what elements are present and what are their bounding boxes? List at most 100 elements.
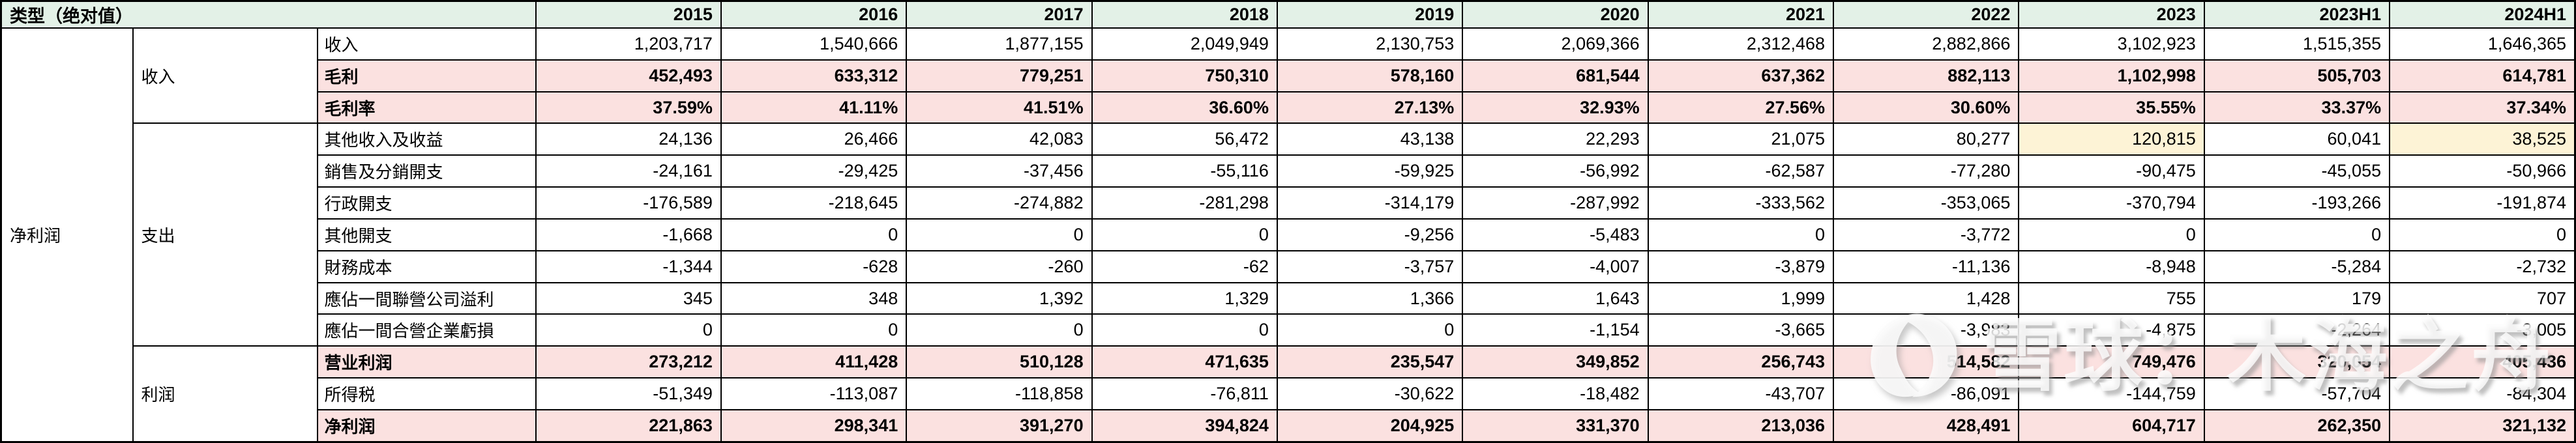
table-cell: 0 (2203, 218, 2391, 251)
table-cell: 614,781 (2389, 59, 2576, 93)
table-cell: 22,293 (1462, 122, 1649, 156)
table-cell: 349,852 (1462, 345, 1649, 379)
table-cell: 779,251 (906, 59, 1093, 93)
header-row: 类型（绝对值） 2015 2016 2017 2018 2019 2020 2021 2022… (0, 0, 2576, 29)
table-cell: -62,587 (1647, 154, 1835, 188)
table-cell: -3,983 (1833, 313, 2020, 347)
table-cell: 0 (2389, 218, 2576, 251)
table-cell: 33.37% (2203, 91, 2391, 124)
table-row: 財務成本 -1,344 -628 -260 -62 -3,757 -4,007 -3,879-… (1, 250, 2576, 283)
table-cell: 37.59% (535, 91, 722, 124)
table-cell: -144,759 (2018, 377, 2205, 410)
table-cell: 298,341 (720, 408, 908, 443)
column-header-2017: 2017 (906, 0, 1093, 29)
table-cell: -50,966 (2389, 154, 2576, 188)
table-cell: 428,491 (1833, 408, 2020, 443)
row-label: 其他開支 (316, 218, 537, 251)
table-cell: 235,547 (1276, 345, 1464, 379)
table-cell: -3,005 (2389, 313, 2576, 347)
table-cell: 1,329 (1091, 281, 1278, 315)
table-cell: 320,054 (2203, 345, 2391, 379)
column-header-2021: 2021 (1647, 0, 1835, 29)
table-cell: 633,312 (720, 59, 908, 93)
table-cell: -90,475 (2018, 154, 2205, 188)
table-cell: 394,824 (1091, 408, 1278, 443)
table-cell: 1,366 (1276, 281, 1464, 315)
table-cell: 0 (1091, 218, 1278, 251)
table-row: 應佔一間聯營公司溢利 345 348 1,392 1,329 1,366 1,643 1,99… (1, 281, 2576, 315)
table-cell: 2,882,866 (1833, 27, 2020, 61)
table-cell: 749,476 (2018, 345, 2205, 379)
row-label: 財務成本 (316, 250, 537, 283)
column-header-2023h1: 2023H1 (2203, 0, 2391, 29)
row-label: 毛利率 (316, 91, 537, 124)
row-label: 营业利润 (316, 345, 537, 379)
table-cell: 221,863 (535, 408, 722, 443)
table-cell: -9,256 (1276, 218, 1464, 251)
table-row: 銷售及分銷開支 -24,161 -29,425 -37,456 -55,116 -59,9… (1, 154, 2576, 188)
table-cell: 179 (2203, 281, 2391, 315)
table-cell: 514,582 (1833, 345, 2020, 379)
row-label: 銷售及分銷開支 (316, 154, 537, 188)
table-cell: 27.56% (1647, 91, 1835, 124)
table-cell: 21,075 (1647, 122, 1835, 156)
table-cell: 80,277 (1833, 122, 2020, 156)
table-cell: 42,083 (906, 122, 1093, 156)
table-cell: 0 (535, 313, 722, 347)
table-row: 應佔一間合營企業虧損 0 0 0 0 0 -1,154 -3,665 -3,983 -4,875-… (1, 313, 2576, 347)
table-cell: 2,312,468 (1647, 27, 1835, 61)
column-header-2019: 2019 (1276, 0, 1464, 29)
table-cell: -4,875 (2018, 313, 2205, 347)
column-header-2022: 2022 (1833, 0, 2020, 29)
table-cell: -55,116 (1091, 154, 1278, 188)
table-cell: 0 (1276, 313, 1464, 347)
table-cell: 1,392 (906, 281, 1093, 315)
table-row: 行政開支 -176,589 -218,645 -274,882 -281,298 -314… (1, 186, 2576, 220)
table-cell: 1,515,355 (2203, 27, 2391, 61)
table-cell: 0 (720, 218, 908, 251)
row-label: 行政開支 (316, 186, 537, 220)
row-group-label: 利润 (132, 345, 318, 443)
table-cell: -628 (720, 250, 908, 283)
table-row: 其他開支 -1,668 0 0 0 -9,256 -5,483 0 -3,772 0 0 0 (1, 218, 2576, 251)
table-cell: 348 (720, 281, 908, 315)
table-cell: 60,041 (2203, 122, 2391, 156)
table-cell: 411,428 (720, 345, 908, 379)
table-cell: 36.60% (1091, 91, 1278, 124)
row-label: 净利润 (316, 408, 537, 443)
table-cell: -5,284 (2203, 250, 2391, 283)
table-cell: 604,717 (2018, 408, 2205, 443)
table-cell: -11,136 (1833, 250, 2020, 283)
table-cell: -24,161 (535, 154, 722, 188)
table-cell: 35.55% (2018, 91, 2205, 124)
table-cell: -274,882 (906, 186, 1093, 220)
table-cell: 273,212 (535, 345, 722, 379)
table-cell: 321,132 (2389, 408, 2576, 443)
column-header-2024h1: 2024H1 (2389, 0, 2576, 29)
table-cell: 405,436 (2389, 345, 2576, 379)
table-cell: 0 (720, 313, 908, 347)
table-cell: 204,925 (1276, 408, 1464, 443)
table-cell: -281,298 (1091, 186, 1278, 220)
table-cell: 2,069,366 (1462, 27, 1649, 61)
table-cell: 1,540,666 (720, 27, 908, 61)
table-cell: -3,879 (1647, 250, 1835, 283)
table-cell: -43,707 (1647, 377, 1835, 410)
table-cell: 681,544 (1462, 59, 1649, 93)
table-cell: -29,425 (720, 154, 908, 188)
table-cell: 1,428 (1833, 281, 2020, 315)
table-cell: -176,589 (535, 186, 722, 220)
table-cell: -86,091 (1833, 377, 2020, 410)
table-cell: -113,087 (720, 377, 908, 410)
column-header-2018: 2018 (1091, 0, 1278, 29)
table-cell: -18,482 (1462, 377, 1649, 410)
row-label: 應佔一間聯營公司溢利 (316, 281, 537, 315)
table-cell: 452,493 (535, 59, 722, 93)
row-label: 毛利 (316, 59, 537, 93)
table-cell: -77,280 (1833, 154, 2020, 188)
table-cell: 32.93% (1462, 91, 1649, 124)
table-cell: 0 (1647, 218, 1835, 251)
table-cell: 41.11% (720, 91, 908, 124)
table-row: 净利润 221,863 298,341 391,270 394,824 204,925 33… (1, 408, 2576, 443)
table-cell: 1,102,998 (2018, 59, 2205, 93)
